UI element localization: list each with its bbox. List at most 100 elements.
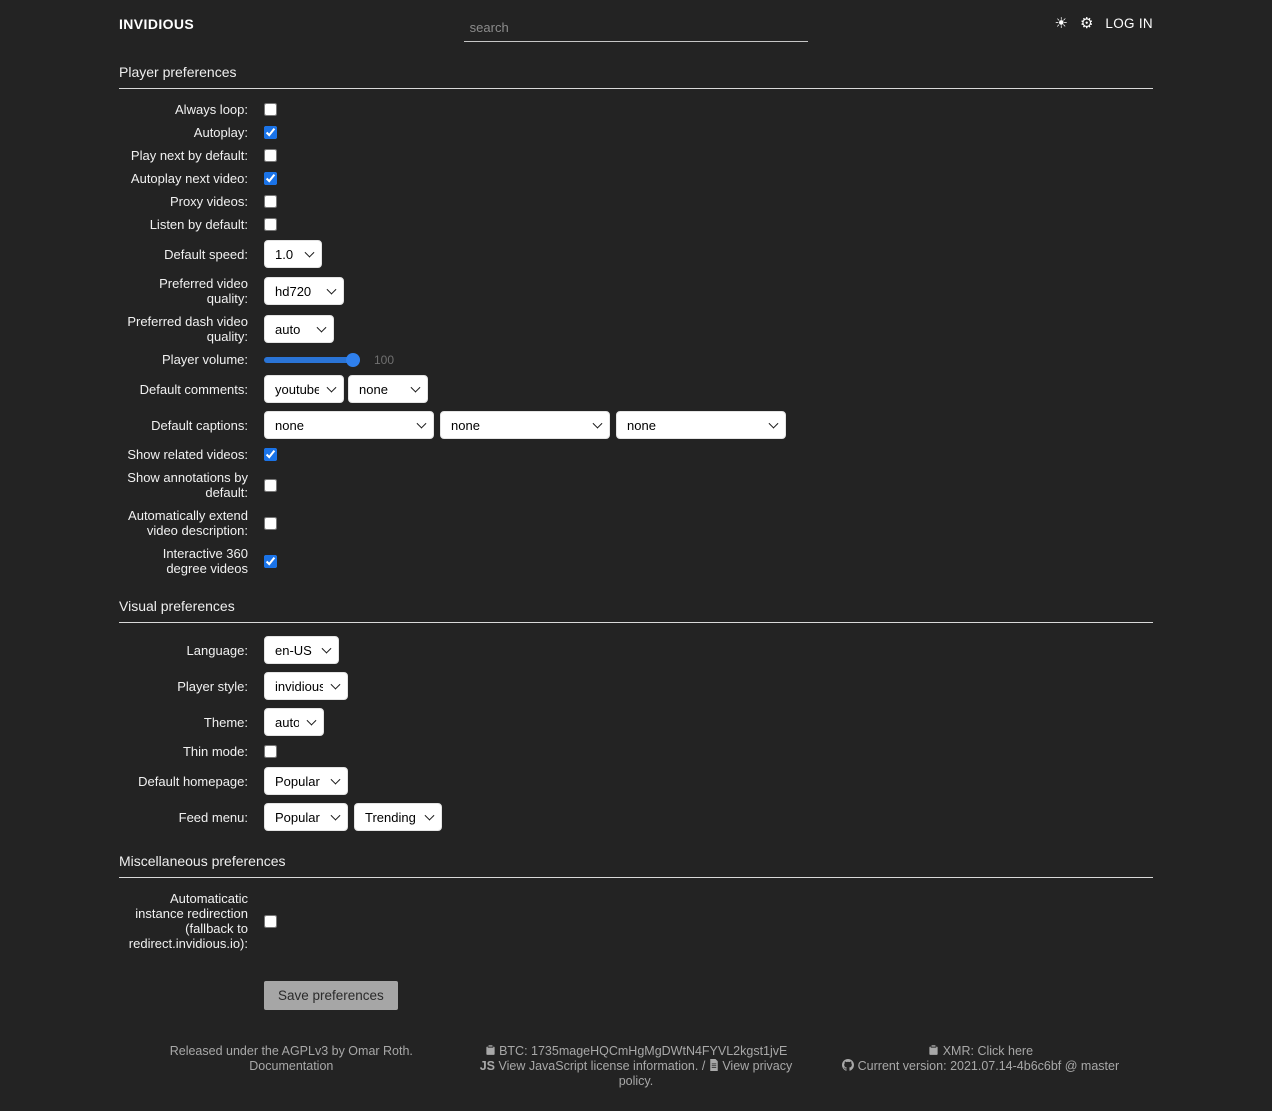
- pref-label: Language:: [186, 642, 248, 658]
- footer-version-column: XMR: Click here Current version: 2021.07…: [808, 1044, 1153, 1089]
- default-comments-select-2[interactable]: none: [348, 375, 428, 403]
- pref-label: Default homepage:: [138, 773, 248, 789]
- btc-label: BTC:: [499, 1044, 528, 1058]
- pref-row-related-videos: Show related videos:: [119, 447, 1153, 462]
- play-next-checkbox[interactable]: [264, 149, 277, 162]
- default-captions-select-3[interactable]: none: [616, 411, 786, 439]
- license-text: Released under the AGPLv3 by Omar Roth.: [169, 1044, 413, 1058]
- preferred-dash-quality-select[interactable]: auto: [264, 315, 334, 343]
- gear-preferences-icon[interactable]: ⚙: [1079, 15, 1094, 32]
- pref-row-feed-menu: Feed menu: Popular Trending: [119, 803, 1153, 831]
- clipboard-copy-icon[interactable]: [485, 1044, 496, 1056]
- default-speed-select[interactable]: 1.0: [264, 240, 322, 268]
- pref-row-play-next: Play next by default:: [119, 148, 1153, 163]
- section-title-visual: Visual preferences: [119, 598, 1153, 623]
- section-title-misc: Miscellaneous preferences: [119, 853, 1153, 878]
- documentation-link[interactable]: Documentation: [249, 1059, 334, 1073]
- search-input[interactable]: [463, 16, 809, 42]
- player-style-select[interactable]: invidious: [264, 672, 348, 700]
- btc-address: 1735mageHQCmHgMgDWtN4FYVL2kgst1jvE: [531, 1044, 788, 1058]
- pref-label: Thin mode:: [182, 744, 248, 759]
- pref-label: Always loop:: [175, 102, 248, 117]
- clipboard-copy-icon[interactable]: [928, 1044, 939, 1056]
- pref-row-always-loop: Always loop:: [119, 102, 1153, 117]
- chevron-down-icon: auto: [264, 708, 324, 736]
- instance-redirection-checkbox[interactable]: [264, 914, 277, 928]
- default-captions-select-2[interactable]: none: [440, 411, 610, 439]
- pref-label: Autoplay:: [193, 125, 248, 140]
- footer-license-column: Released under the AGPLv3 by Omar Roth. …: [119, 1044, 464, 1089]
- chevron-down-icon: none: [264, 411, 434, 439]
- save-preferences-button[interactable]: Save preferences: [264, 981, 398, 1010]
- invidious-logo[interactable]: INVIDIOUS: [119, 16, 195, 32]
- pref-label: Feed menu:: [178, 809, 248, 825]
- pref-label: Proxy videos:: [169, 194, 248, 209]
- chevron-down-icon: hd720: [264, 277, 344, 305]
- pref-label: Default speed:: [164, 246, 248, 262]
- footer: Released under the AGPLv3 by Omar Roth. …: [119, 1044, 1153, 1111]
- pref-row-autoplay-next: Autoplay next video:: [119, 171, 1153, 186]
- xmr-link[interactable]: Click here: [977, 1044, 1034, 1058]
- sun-theme-toggle-icon[interactable]: ☀: [1054, 15, 1068, 32]
- js-badge: JS: [479, 1059, 496, 1073]
- pref-row-theme: Theme: auto: [119, 708, 1153, 736]
- pref-label: Interactive 360 degree videos: [162, 546, 248, 576]
- pref-label: Automatically extend video description:: [128, 508, 248, 538]
- default-homepage-select[interactable]: Popular: [264, 767, 348, 795]
- chevron-down-icon: none: [440, 411, 610, 439]
- language-select[interactable]: en-US: [264, 636, 339, 664]
- github-icon: [842, 1059, 855, 1071]
- pref-row-listen-default: Listen by default:: [119, 217, 1153, 232]
- show-annotations-checkbox[interactable]: [264, 478, 277, 492]
- extend-video-description-checkbox[interactable]: [264, 516, 277, 530]
- log-in-link[interactable]: LOG IN: [1105, 16, 1153, 31]
- version-value: 2021.07.14-4b6c6bf @ master: [950, 1059, 1120, 1073]
- pref-row-proxy-videos: Proxy videos:: [119, 194, 1153, 209]
- pref-row-auto-redirect: Automaticatic instance redirection (fall…: [119, 891, 1153, 951]
- pref-row-extend-desc: Automatically extend video description:: [119, 508, 1153, 538]
- pref-label: Preferred dash video quality:: [127, 314, 248, 344]
- autoplay-checkbox[interactable]: [264, 126, 277, 139]
- feed-menu-select-1[interactable]: Popular: [264, 803, 348, 831]
- pref-row-player-style: Player style: invidious: [119, 672, 1153, 700]
- player-volume-slider[interactable]: [264, 356, 360, 363]
- chevron-down-icon: none: [616, 411, 786, 439]
- chevron-down-icon: en-US: [264, 636, 339, 664]
- preferred-video-quality-select[interactable]: hd720: [264, 277, 344, 305]
- chevron-down-icon: Trending: [354, 803, 442, 831]
- pref-row-default-homepage: Default homepage: Popular: [119, 767, 1153, 795]
- pref-row-annotations: Show annotations by default:: [119, 470, 1153, 500]
- chevron-down-icon: none: [348, 375, 428, 403]
- listen-by-default-checkbox[interactable]: [264, 218, 277, 231]
- thin-mode-checkbox[interactable]: [264, 745, 277, 758]
- pref-label: Player style:: [177, 678, 248, 694]
- default-comments-select-1[interactable]: youtube: [264, 375, 344, 403]
- chevron-down-icon: auto: [264, 315, 334, 343]
- chevron-down-icon: Popular: [264, 767, 348, 795]
- autoplay-next-video-checkbox[interactable]: [264, 172, 277, 185]
- js-license-link[interactable]: View JavaScript license information.: [498, 1059, 699, 1073]
- feed-menu-select-2[interactable]: Trending: [354, 803, 442, 831]
- pref-row-autoplay: Autoplay:: [119, 125, 1153, 140]
- pref-label: Autoplay next video:: [130, 171, 248, 186]
- chevron-down-icon: youtube: [264, 375, 344, 403]
- pref-label: Player volume:: [162, 352, 248, 367]
- theme-select[interactable]: auto: [264, 708, 324, 736]
- always-loop-checkbox[interactable]: [264, 103, 277, 116]
- chevron-down-icon: invidious: [264, 672, 348, 700]
- xmr-label: XMR:: [942, 1044, 974, 1058]
- version-label: Current version:: [857, 1059, 947, 1073]
- default-captions-select-1[interactable]: none: [264, 411, 434, 439]
- page-container: INVIDIOUS ☀ ⚙ LOG IN Player preferences …: [119, 0, 1153, 1111]
- pref-label: Listen by default:: [149, 217, 248, 232]
- pref-row-default-comments: Default comments: youtube none: [119, 375, 1153, 403]
- pref-label: Default captions:: [151, 417, 248, 433]
- pref-label: Default comments:: [139, 381, 248, 397]
- interactive-360-checkbox[interactable]: [264, 554, 277, 568]
- pref-label: Automaticatic instance redirection (fall…: [128, 891, 248, 951]
- pref-row-default-speed: Default speed: 1.0: [119, 240, 1153, 268]
- navbar: INVIDIOUS ☀ ⚙ LOG IN: [119, 0, 1153, 42]
- proxy-videos-checkbox[interactable]: [264, 195, 277, 208]
- show-related-videos-checkbox[interactable]: [264, 448, 277, 461]
- pref-row-default-captions: Default captions: none none none: [119, 411, 1153, 439]
